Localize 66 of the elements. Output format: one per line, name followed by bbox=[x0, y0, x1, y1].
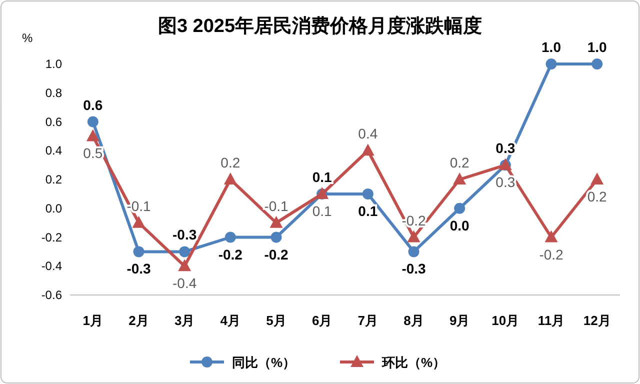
point bbox=[408, 246, 420, 258]
point bbox=[224, 172, 237, 184]
y-tick-label: -0.2 bbox=[41, 230, 62, 244]
point bbox=[224, 232, 236, 243]
data-label: -0.3 bbox=[172, 226, 197, 243]
y-tick-label: 0.6 bbox=[45, 114, 62, 129]
point bbox=[592, 58, 603, 70]
point bbox=[270, 216, 283, 228]
legend-label: 环比（%） bbox=[381, 355, 446, 370]
data-label: 1.0 bbox=[587, 39, 608, 55]
data-label: 0.2 bbox=[220, 154, 240, 170]
data-label: -0.3 bbox=[126, 260, 152, 277]
data-label: 0.1 bbox=[312, 202, 332, 219]
point bbox=[590, 172, 604, 184]
x-tick-label: 11月 bbox=[538, 313, 565, 328]
point bbox=[454, 202, 466, 214]
point bbox=[453, 172, 466, 184]
y-tick-label: -0.4 bbox=[41, 259, 62, 274]
data-label: -0.2 bbox=[264, 246, 289, 262]
point bbox=[178, 259, 192, 272]
y-tick-label: 0.0 bbox=[45, 201, 62, 216]
y-axis-title: % bbox=[22, 31, 33, 45]
x-tick-label: 4月 bbox=[220, 313, 241, 328]
data-label: -0.2 bbox=[218, 246, 243, 262]
point bbox=[179, 246, 190, 258]
y-tick-label: 0.8 bbox=[45, 86, 62, 100]
data-label: 0.4 bbox=[358, 126, 378, 142]
data-label: 0.5 bbox=[83, 145, 103, 162]
data-label: 0.1 bbox=[358, 202, 378, 219]
data-label: 0.3 bbox=[496, 174, 516, 190]
y-tick-label: -0.6 bbox=[41, 288, 62, 302]
data-label: -0.3 bbox=[402, 260, 426, 277]
legend-label: 同比（%） bbox=[232, 355, 296, 370]
data-label: 0.2 bbox=[450, 154, 470, 170]
x-tick-label: 3月 bbox=[174, 313, 195, 328]
y-tick-label: 1.0 bbox=[45, 57, 62, 71]
x-tick-label: 2月 bbox=[128, 313, 149, 328]
chart-title: 图3 2025年居民消费价格月度涨跌幅度 bbox=[158, 15, 482, 37]
x-tick-label: 10月 bbox=[492, 313, 520, 328]
data-label: -0.1 bbox=[264, 198, 289, 214]
data-label: 1.0 bbox=[542, 39, 562, 55]
x-tick-label: 5月 bbox=[266, 313, 286, 328]
point bbox=[86, 129, 100, 142]
data-label: 0.2 bbox=[587, 188, 608, 204]
x-tick-label: 6月 bbox=[312, 313, 332, 328]
point bbox=[270, 232, 282, 243]
point bbox=[361, 144, 374, 156]
point bbox=[362, 188, 374, 200]
y-tick-label: 0.4 bbox=[45, 144, 62, 158]
x-tick-label: 1月 bbox=[82, 313, 104, 328]
point bbox=[544, 230, 558, 242]
point bbox=[133, 246, 144, 258]
point bbox=[407, 230, 420, 242]
point bbox=[87, 116, 98, 128]
x-tick-label: 8月 bbox=[404, 313, 424, 328]
data-label: -0.2 bbox=[539, 246, 564, 262]
point bbox=[546, 58, 557, 70]
point bbox=[132, 216, 146, 228]
data-label: -0.4 bbox=[172, 275, 197, 292]
x-tick-label: 12月 bbox=[583, 313, 611, 328]
y-tick-label: 0.2 bbox=[45, 172, 62, 186]
data-label: 0.0 bbox=[450, 217, 470, 234]
data-label: 0.6 bbox=[83, 96, 103, 113]
x-tick-label: 7月 bbox=[358, 313, 378, 328]
x-tick-label: 9月 bbox=[449, 313, 470, 328]
data-label: 0.1 bbox=[312, 168, 332, 185]
